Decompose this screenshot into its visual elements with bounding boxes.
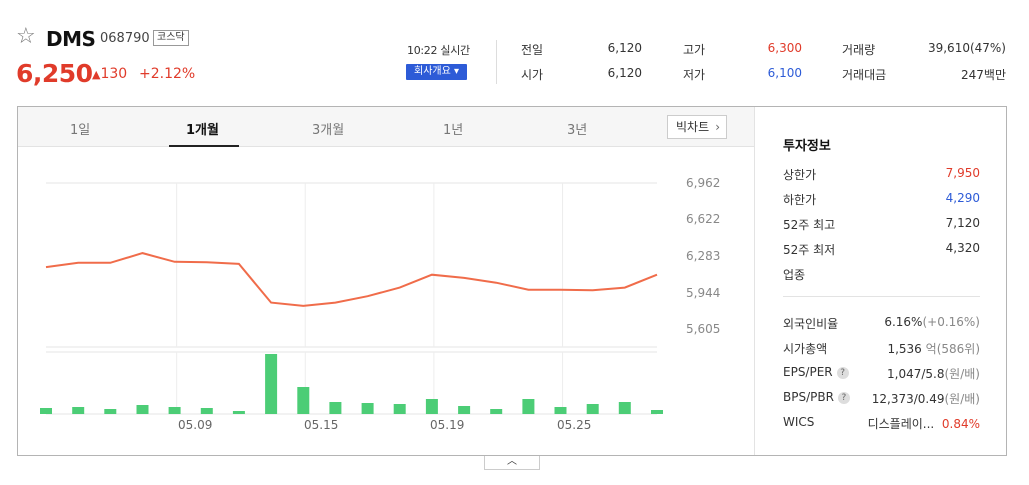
company-overview-button[interactable]: 회사개요 ▾: [406, 64, 467, 80]
low-label: 저가: [683, 68, 706, 82]
sector-label: 업종: [783, 268, 806, 282]
tab-1m[interactable]: 1개월: [186, 123, 219, 138]
amount-label: 거래대금: [842, 68, 887, 82]
market-badge: 코스닥: [153, 30, 189, 46]
wics-value[interactable]: 디스플레이... 0.84%: [867, 417, 980, 431]
volume-bar: [200, 408, 213, 414]
volume-bar: [651, 410, 663, 414]
high-label: 고가: [683, 43, 706, 57]
upper-limit-label: 상한가: [783, 168, 817, 182]
up-arrow-icon: ▲: [92, 68, 101, 81]
foreign-ratio-label: 외국인비율: [783, 317, 839, 331]
upper-limit-value: 7,950: [945, 166, 980, 180]
price-change: ▲130: [92, 66, 128, 82]
price-line: [45, 252, 658, 307]
high-value: 6,300: [767, 41, 802, 55]
bps-pbr-label: BPS/PBR?: [783, 390, 850, 404]
chevron-right-icon: ›: [715, 120, 720, 134]
volume-bar: [361, 403, 374, 414]
price-change-pct: +2.12%: [139, 66, 196, 82]
volume-bar: [136, 405, 149, 414]
panel-divider: [754, 107, 755, 455]
volume-bar: [425, 399, 438, 414]
eps-per-value: 1,047/5.8(원/배): [887, 367, 980, 381]
y-tick: 5,944: [686, 286, 721, 300]
market-cap-value: 1,536 억(586위): [887, 342, 980, 356]
period-tabs: 1일 1개월 3개월 1년 3년: [18, 107, 754, 147]
volume-bar: [104, 409, 117, 414]
divider: [496, 40, 497, 84]
y-tick: 6,962: [686, 176, 721, 190]
prev-close-label: 전일: [521, 43, 544, 57]
wics-label: WICS: [783, 415, 815, 429]
volume-bar: [297, 387, 310, 414]
foreign-ratio-value: 6.16%(+0.16%): [884, 315, 980, 329]
investment-info-title: 투자정보: [783, 139, 831, 154]
volume-bar: [393, 404, 406, 414]
tab-3y[interactable]: 3년: [567, 123, 588, 138]
stock-code: 068790: [100, 31, 150, 46]
volume-value: 39,610(47%): [927, 41, 1006, 55]
active-tab-indicator: [169, 145, 239, 147]
amount-value: 247백만: [961, 68, 1006, 82]
volume-bar: [329, 402, 342, 414]
tab-1d[interactable]: 1일: [70, 123, 91, 138]
help-icon[interactable]: ?: [836, 367, 849, 379]
volume-bar: [554, 407, 567, 414]
volume-bar: [40, 408, 52, 414]
star-outline-icon[interactable]: ☆: [16, 24, 36, 49]
x-tick: 05.25: [557, 418, 592, 432]
open-label: 시가: [521, 68, 544, 82]
52w-low-label: 52주 최저: [783, 243, 836, 257]
y-tick: 6,622: [686, 212, 721, 226]
eps-per-label: EPS/PER?: [783, 365, 849, 379]
chart-container: [17, 106, 1007, 456]
y-tick: 5,605: [686, 322, 721, 336]
current-price: 6,250: [16, 59, 93, 88]
realtime-label: 10:22 실시간: [407, 44, 470, 57]
volume-bar: [168, 407, 181, 414]
volume-bar: [618, 402, 631, 414]
volume-bar: [232, 411, 245, 414]
tab-3m[interactable]: 3개월: [312, 123, 345, 138]
x-tick: 05.19: [430, 418, 465, 432]
info-divider: [783, 296, 980, 297]
prev-close-value: 6,120: [607, 41, 642, 55]
market-cap-label: 시가총액: [783, 342, 828, 356]
x-tick: 05.15: [304, 418, 339, 432]
low-value: 6,100: [767, 66, 802, 80]
chart-grid: [46, 182, 657, 415]
52w-high-label: 52주 최고: [783, 218, 836, 232]
volume-bar: [586, 404, 599, 414]
chevron-up-icon[interactable]: ︿: [484, 456, 540, 470]
volume-bar: [72, 407, 85, 414]
volume-bars: [40, 354, 663, 414]
volume-bar: [522, 399, 535, 414]
volume-label: 거래량: [842, 43, 876, 57]
y-tick: 6,283: [686, 249, 721, 263]
tab-1y[interactable]: 1년: [443, 123, 464, 138]
stock-name: DMS: [46, 27, 96, 51]
lower-limit-value: 4,290: [945, 191, 980, 205]
open-value: 6,120: [607, 66, 642, 80]
volume-bar: [490, 409, 503, 414]
bps-pbr-value: 12,373/0.49(원/배): [871, 392, 980, 406]
x-tick: 05.09: [178, 418, 213, 432]
help-icon[interactable]: ?: [837, 392, 850, 404]
big-chart-button[interactable]: 빅차트 ›: [667, 115, 727, 139]
52w-high-value: 7,120: [945, 216, 980, 230]
price-chart: [40, 182, 663, 415]
volume-bar: [458, 406, 471, 414]
volume-bar: [265, 354, 278, 414]
52w-low-value: 4,320: [945, 241, 980, 255]
lower-limit-label: 하한가: [783, 193, 817, 207]
